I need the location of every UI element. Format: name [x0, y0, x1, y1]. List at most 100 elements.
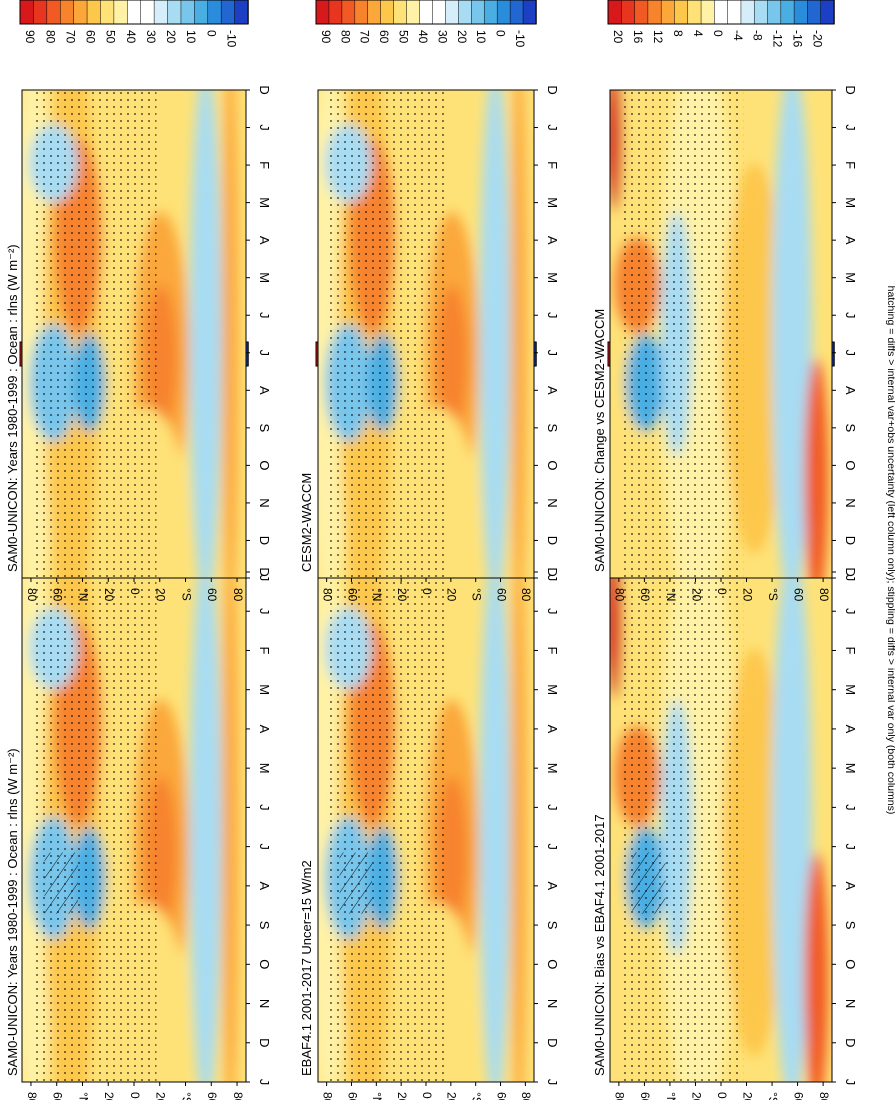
- colorbar-label: 10: [474, 30, 488, 44]
- contour-blob: [610, 572, 623, 700]
- y-tick-label: 80: [519, 1092, 533, 1100]
- colorbar-swatch: [406, 0, 421, 25]
- colorbar-swatch: [700, 0, 716, 25]
- x-tick-label: M: [545, 763, 560, 774]
- x-tick-label: J: [257, 608, 272, 615]
- y-tick-label: 60: [638, 588, 652, 602]
- x-tick-label: M: [257, 197, 272, 208]
- x-tick-label: J: [843, 608, 858, 615]
- x-tick-label: J: [545, 843, 560, 850]
- y-tick-label: 20: [154, 1092, 168, 1100]
- colorbar-swatch: [820, 0, 835, 25]
- colorbar-swatch: [780, 0, 795, 25]
- colorbar-label: -10: [224, 30, 238, 48]
- y-tick-label: °N: [664, 588, 678, 601]
- x-tick-label: A: [843, 386, 858, 395]
- x-tick-label: N: [843, 498, 858, 507]
- colorbar-swatch: [647, 0, 662, 25]
- x-tick-label: A: [843, 882, 858, 891]
- y-tick-label: 0: [715, 588, 729, 595]
- stippling: [621, 90, 744, 578]
- stippling: [328, 572, 448, 1082]
- colorbar-label: 50: [397, 30, 411, 44]
- x-tick-label: F: [545, 646, 560, 654]
- contour-blob: [511, 572, 527, 1082]
- colorbar-swatch: [86, 0, 102, 25]
- colorbar-swatch: [100, 0, 115, 25]
- colorbar-swatch: [621, 0, 636, 25]
- y-tick-label: 60: [494, 1092, 508, 1100]
- y-tick-label: °S: [179, 588, 193, 601]
- x-tick-label: S: [843, 921, 858, 930]
- x-tick-label: A: [843, 236, 858, 245]
- colorbar-label: 30: [435, 30, 449, 44]
- colorbar-swatch: [180, 0, 196, 25]
- y-tick-label: 80: [231, 588, 245, 602]
- y-tick-label: 20: [445, 1092, 459, 1100]
- y-tick-label: 60: [51, 1092, 65, 1100]
- colorbar-swatch: [445, 0, 460, 25]
- colorbar-label: 60: [84, 30, 98, 44]
- panel-title: CESM2-WACCM: [299, 473, 314, 572]
- x-tick-label: N: [257, 498, 272, 507]
- x-tick-label: S: [545, 921, 560, 930]
- colorbar-swatch: [367, 0, 382, 25]
- x-tick-label: J: [545, 804, 560, 811]
- x-tick-label: J: [545, 312, 560, 319]
- x-tick-label: M: [843, 272, 858, 283]
- y-tick-label: 20: [154, 588, 168, 602]
- x-tick-label: M: [257, 763, 272, 774]
- contour-blob: [610, 90, 623, 212]
- x-tick-label: A: [257, 386, 272, 395]
- x-tick-label: J: [545, 350, 560, 357]
- x-tick-label: D: [843, 536, 858, 545]
- x-tick-label: J: [843, 843, 858, 850]
- colorbar-label: 20: [455, 30, 469, 44]
- y-tick-label: 80: [25, 1092, 39, 1100]
- x-tick-label: D: [257, 536, 272, 545]
- colorbar-swatch: [793, 0, 809, 25]
- x-tick-label: N: [843, 999, 858, 1008]
- x-tick-label: A: [257, 725, 272, 734]
- x-tick-label: O: [257, 959, 272, 969]
- colorbar-label: -12: [771, 30, 785, 48]
- y-tick-label: °N: [664, 1092, 678, 1100]
- colorbar-label: 60: [377, 30, 391, 44]
- panel-title: SAM0-UNICON: Bias vs EBAF4.1 2001-2017: [592, 814, 607, 1076]
- colorbar-label: 20: [164, 30, 178, 44]
- x-tick-label: F: [843, 161, 858, 169]
- contour-blob: [479, 572, 511, 1082]
- y-tick-label: 60: [51, 588, 65, 602]
- colorbar-swatch: [674, 0, 689, 25]
- colorbar-swatch: [46, 0, 61, 25]
- colorbar-swatch: [509, 0, 524, 25]
- panel-title: SAM0-UNICON: Years 1980-1999 : Ocean : r…: [5, 244, 20, 572]
- x-tick-label: J: [257, 124, 272, 130]
- x-tick-label: D: [843, 85, 858, 94]
- x-tick-label: J: [843, 804, 858, 811]
- panel-title: SAM0-UNICON: Years 1980-1999 : Ocean : r…: [5, 748, 20, 1076]
- x-tick-label: M: [843, 684, 858, 695]
- y-tick-label: °N: [370, 1092, 384, 1100]
- x-tick-label: M: [257, 684, 272, 695]
- colorbar-swatch: [714, 0, 729, 25]
- colorbar-swatch: [727, 0, 742, 25]
- colorbar-label: 40: [416, 30, 430, 44]
- y-tick-label: 60: [205, 1092, 219, 1100]
- x-tick-label: J: [257, 1079, 272, 1086]
- x-tick-label: J: [843, 124, 858, 130]
- y-tick-label: 60: [345, 588, 359, 602]
- colorbar-swatch: [767, 0, 782, 25]
- x-tick-label: A: [843, 725, 858, 734]
- x-tick-label: M: [843, 763, 858, 774]
- x-tick-label: D: [843, 1038, 858, 1047]
- x-tick-label: D: [545, 85, 560, 94]
- y-tick-label: 80: [613, 1092, 627, 1100]
- x-tick-label: F: [843, 646, 858, 654]
- x-tick-label: J: [843, 1079, 858, 1086]
- y-tick-label: 0: [128, 588, 142, 595]
- colorbar-swatch: [607, 0, 623, 25]
- x-tick-label: J: [545, 1079, 560, 1086]
- y-tick-label: °S: [470, 588, 484, 601]
